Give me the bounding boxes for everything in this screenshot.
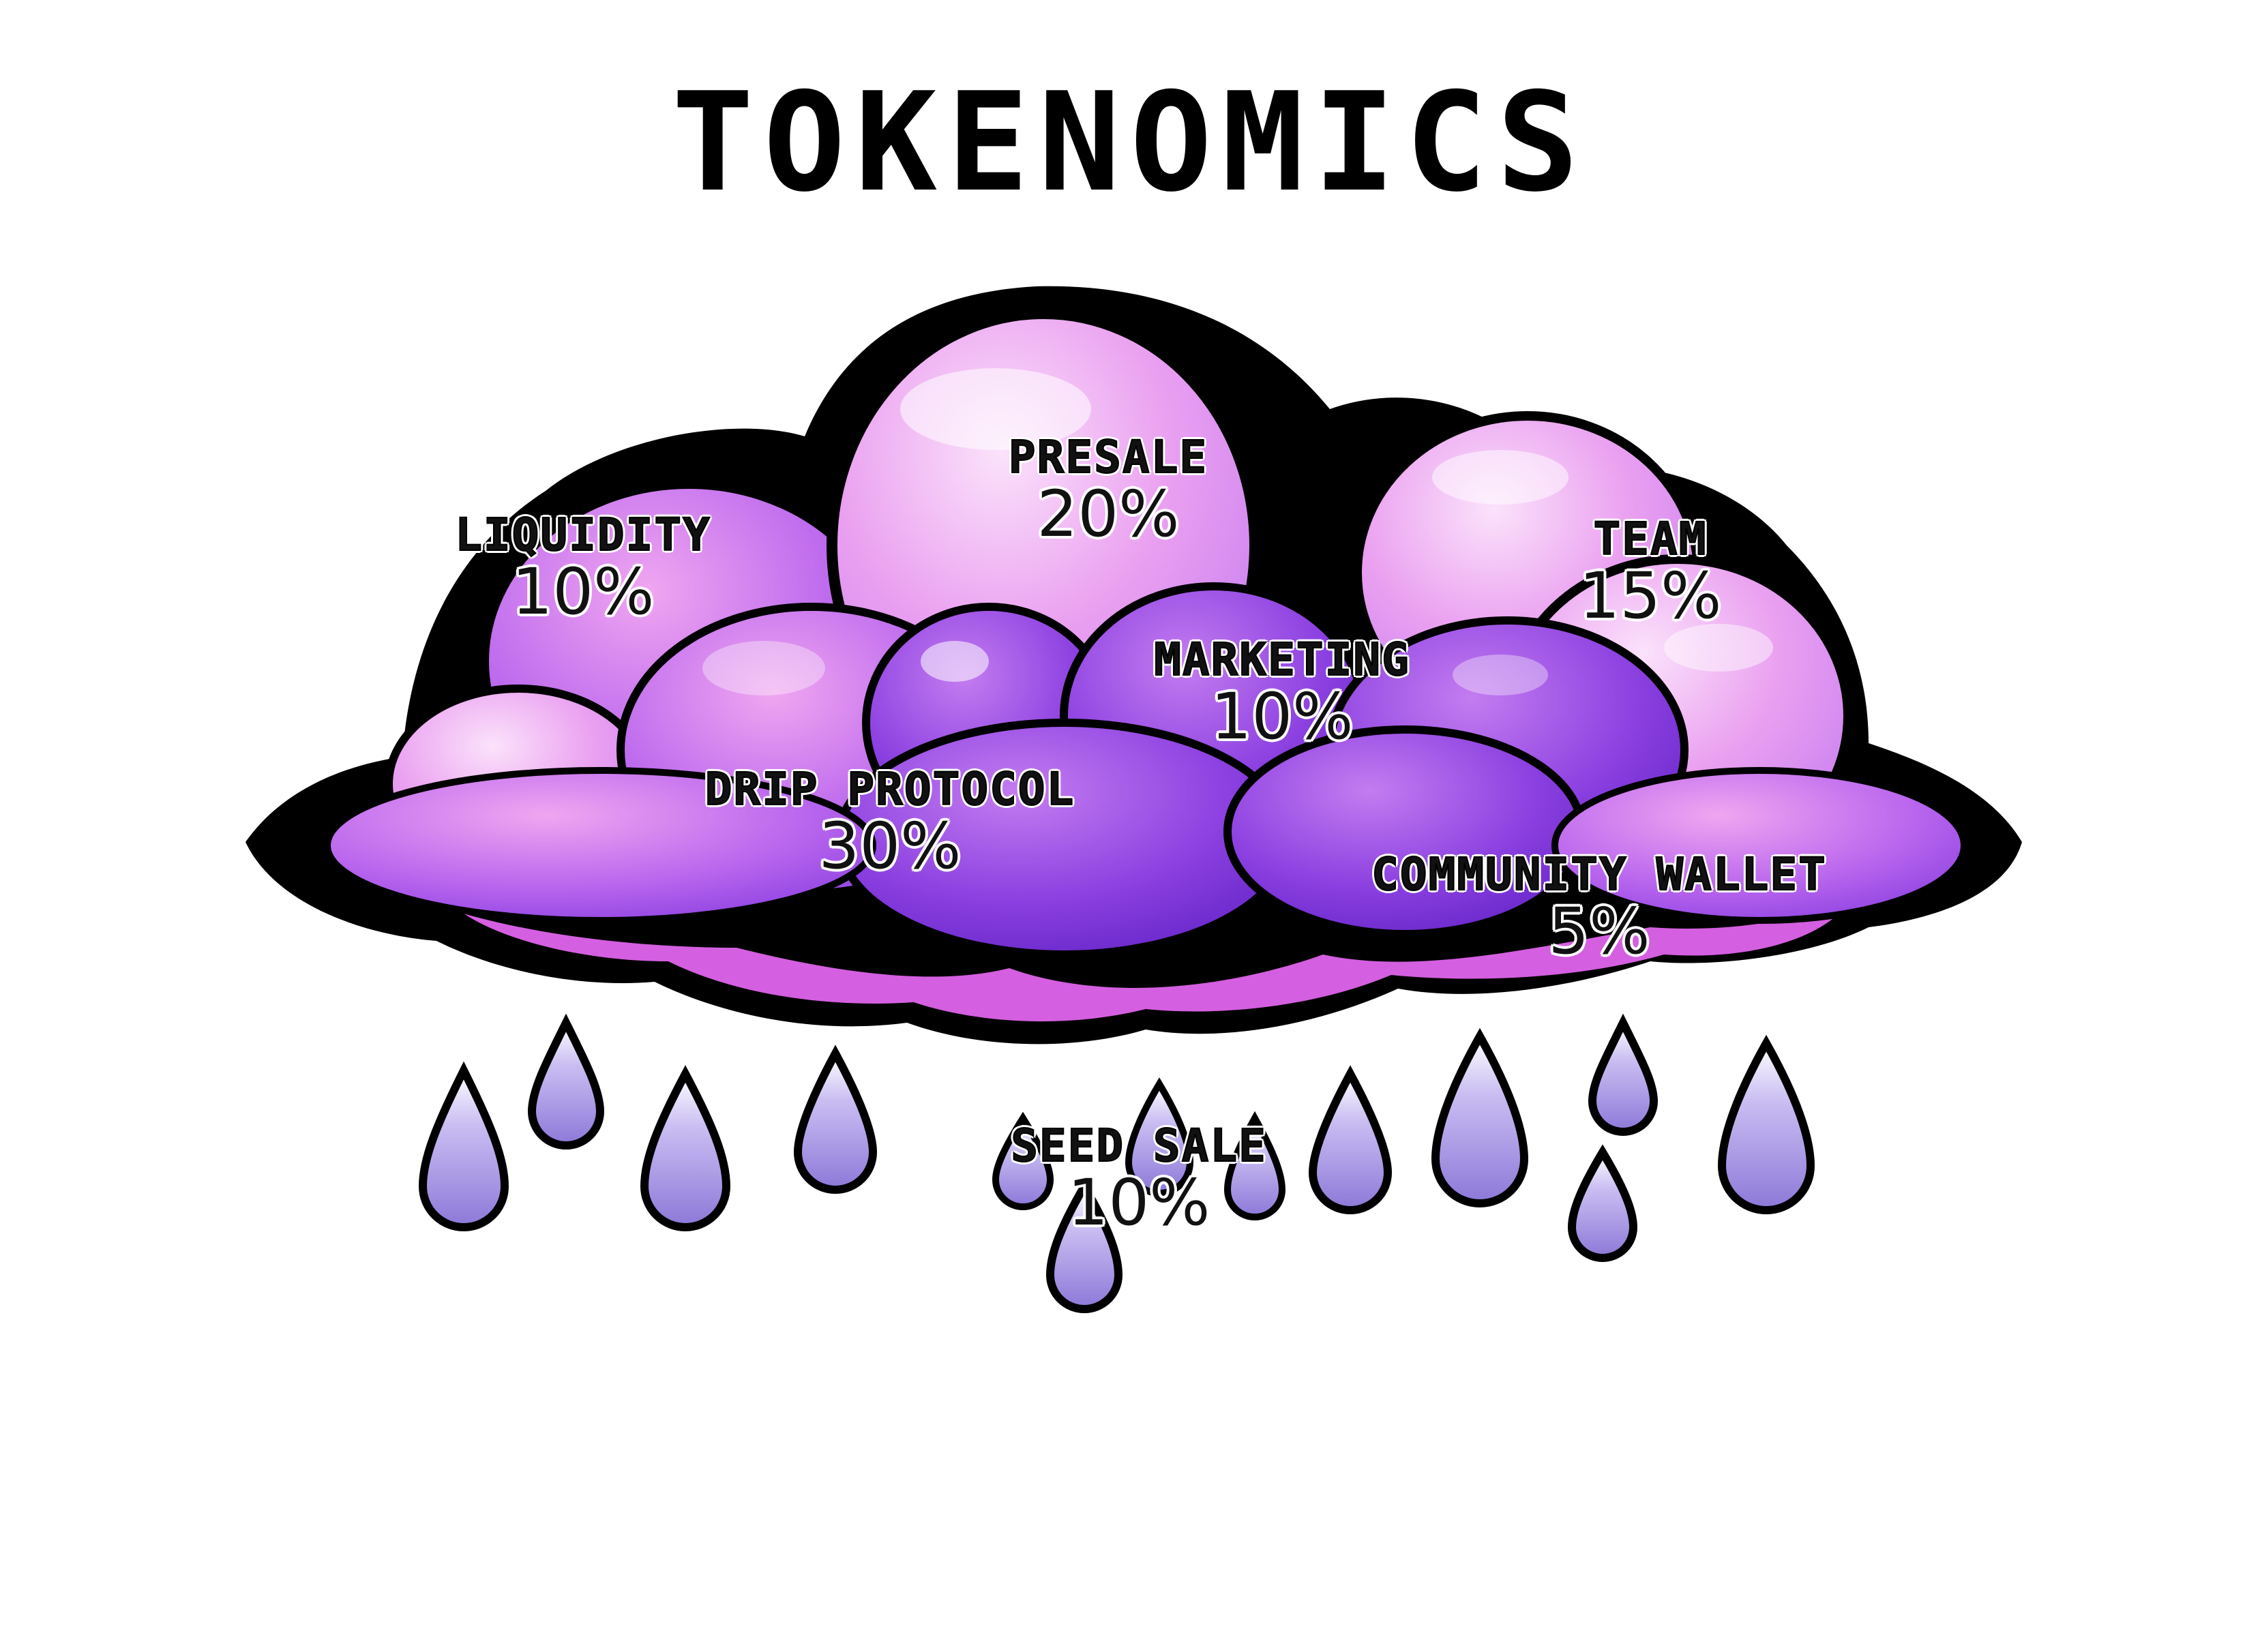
allocation-label: LIQUIDITY xyxy=(454,509,711,561)
allocation-seed-sale: SEED SALE 10% xyxy=(1010,1120,1267,1240)
allocation-label: COMMUNITY WALLET xyxy=(1371,848,1827,901)
raindrops xyxy=(418,1013,1815,1313)
allocation-percent: 10% xyxy=(1067,1166,1210,1240)
allocation-percent: 5% xyxy=(1548,895,1650,969)
allocation-marketing: MARKETING 10% xyxy=(1153,633,1410,754)
allocation-liquidity: LIQUIDITY 10% xyxy=(454,509,711,629)
allocation-percent: 30% xyxy=(818,809,962,884)
cloud-puffs xyxy=(324,308,1967,959)
allocation-label: MARKETING xyxy=(1153,633,1410,686)
allocation-label: SEED SALE xyxy=(1010,1120,1267,1172)
allocation-percent: 20% xyxy=(1037,477,1180,552)
allocation-drip-protocol: DRIP PROTOCOL 30% xyxy=(704,763,1075,884)
allocation-label: DRIP PROTOCOL xyxy=(704,763,1075,815)
allocation-team: TEAM 15% xyxy=(1579,513,1722,633)
allocation-label: PRESALE xyxy=(1008,431,1208,483)
allocation-percent: 10% xyxy=(1210,680,1354,754)
allocation-label: TEAM xyxy=(1593,513,1708,565)
allocation-percent: 15% xyxy=(1579,559,1722,633)
page-title: TOKENOMICS xyxy=(671,63,1589,222)
allocation-percent: 10% xyxy=(511,555,655,629)
allocation-presale: PRESALE 20% xyxy=(1008,431,1208,552)
allocation-community-wallet: COMMUNITY WALLET 5% xyxy=(1371,852,1827,964)
